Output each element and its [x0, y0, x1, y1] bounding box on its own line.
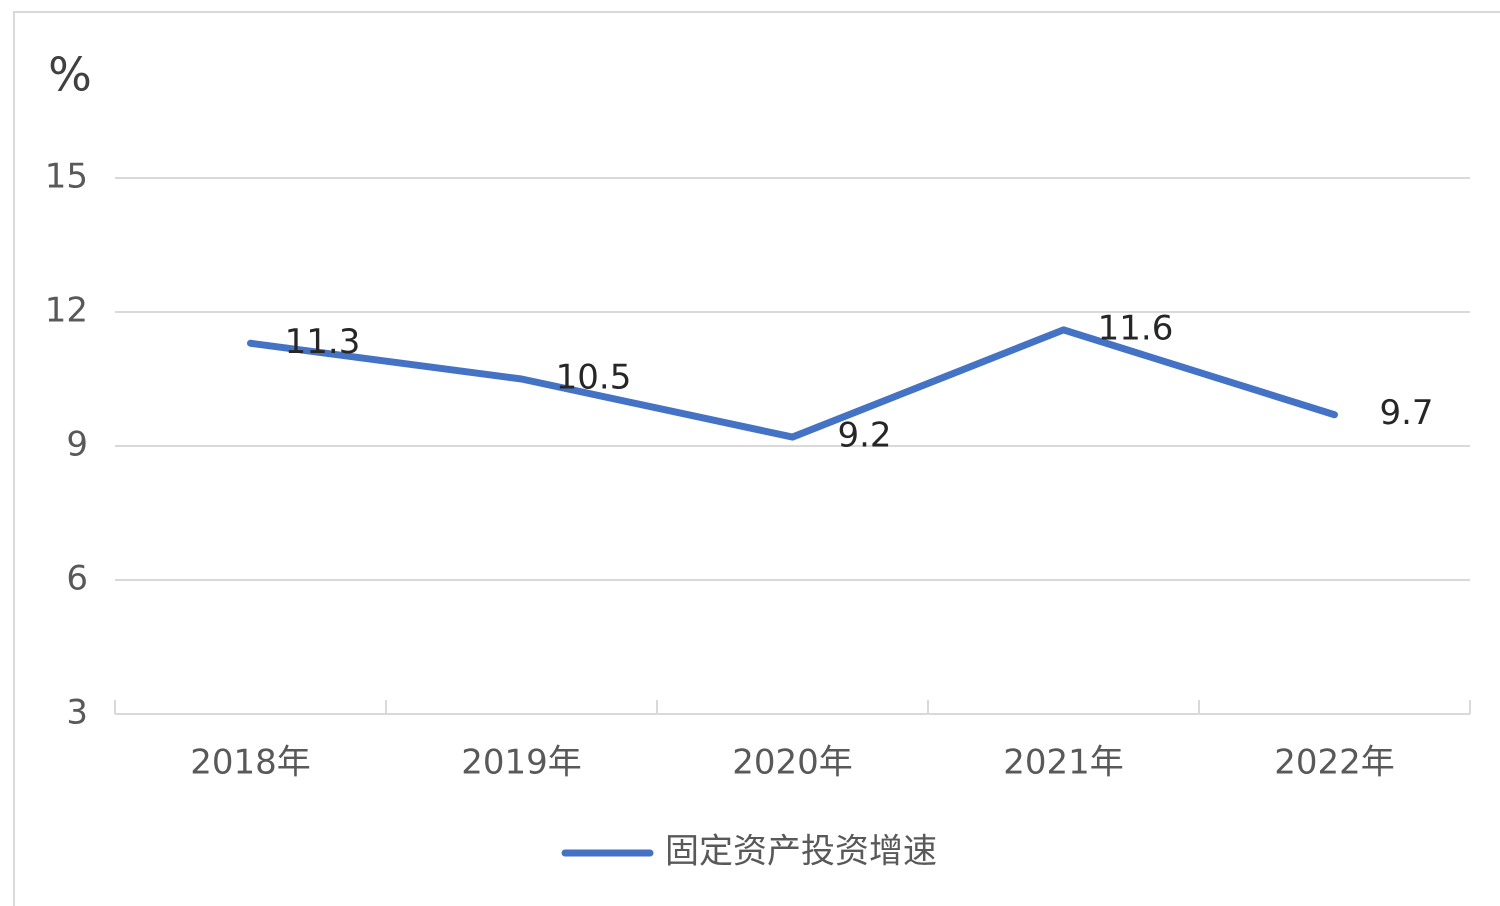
legend-label: 固定资产投资增速: [665, 832, 937, 872]
data-label: 9.2: [837, 416, 891, 456]
y-tick-label: 12: [45, 291, 88, 331]
y-tick-label: 15: [45, 157, 88, 197]
x-tick-label: 2018年: [190, 743, 311, 783]
x-tick-label: 2022年: [1274, 743, 1395, 783]
x-tick-label: 2020年: [732, 743, 853, 783]
data-label: 11.3: [285, 322, 361, 362]
y-axis-label: %: [48, 48, 92, 102]
x-tick-label: 2021年: [1003, 743, 1124, 783]
data-label: 10.5: [556, 358, 632, 398]
data-line: [247, 326, 1338, 441]
y-tick-label: 6: [66, 559, 88, 599]
y-tick-label: 3: [66, 693, 88, 733]
data-label: 11.6: [1098, 308, 1174, 348]
chart-frame: [13, 11, 1500, 906]
data-label: 9.7: [1379, 393, 1433, 433]
x-tick-label: 2019年: [461, 743, 582, 783]
y-tick-label: 9: [66, 425, 88, 465]
